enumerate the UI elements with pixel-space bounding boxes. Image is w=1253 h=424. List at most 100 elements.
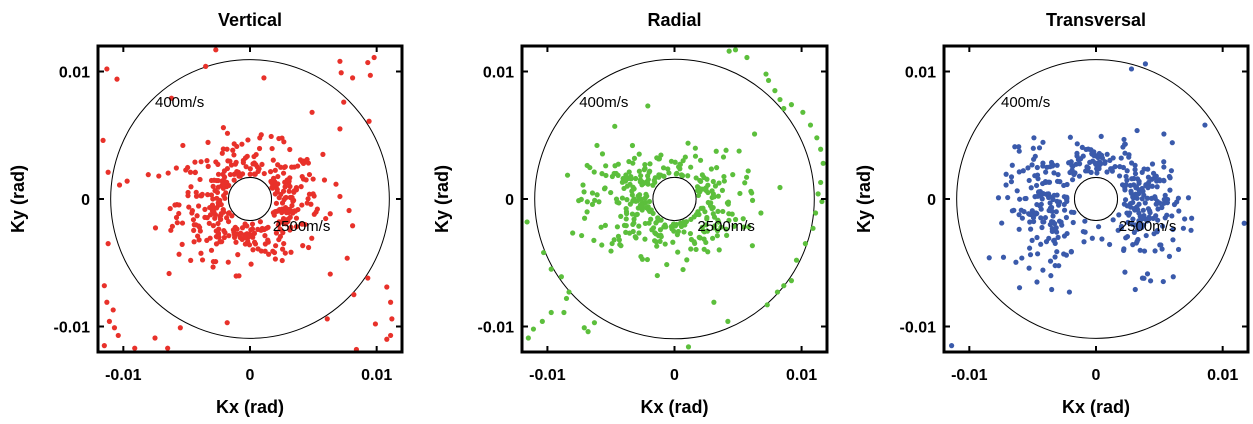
data-point [1043,170,1048,175]
data-point [1010,163,1015,168]
data-point [1040,163,1045,168]
data-point [1036,190,1041,195]
data-point [684,257,689,262]
data-point [1043,180,1048,185]
data-point [1133,287,1138,292]
data-point [1001,255,1006,260]
data-point [279,210,284,215]
data-point [305,196,310,201]
data-point [1078,156,1083,161]
data-point [617,237,622,242]
data-point [365,60,370,65]
data-point [594,143,599,148]
data-point [325,316,330,321]
data-point [582,216,587,221]
data-point [100,138,105,143]
data-point [1122,187,1127,192]
data-point [1150,161,1155,166]
data-point [111,307,116,312]
data-point [693,247,698,252]
data-point [1152,248,1157,253]
data-point [616,162,621,167]
data-point [585,163,590,168]
data-point [195,213,200,218]
data-point [737,148,742,153]
data-point [289,196,294,201]
data-point [1003,182,1008,187]
data-point [1108,166,1113,171]
y-tick-label: -0.01 [900,320,937,337]
data-point [1167,174,1172,179]
data-point [559,274,564,279]
data-point [261,75,266,80]
data-point [564,296,569,301]
data-point [1121,246,1126,251]
data-point [579,233,584,238]
data-point [1150,184,1155,189]
data-point [1167,254,1172,259]
data-point [711,211,716,216]
data-point [1149,177,1154,182]
data-point [299,202,304,207]
data-point [211,184,216,189]
data-point [275,162,280,167]
data-point [281,171,286,176]
data-point [623,172,628,177]
data-point [1031,135,1036,140]
data-point [208,212,213,217]
data-point [633,199,638,204]
data-point [280,200,285,205]
data-point [1202,122,1207,127]
data-point [632,156,637,161]
data-point [307,192,312,197]
data-point [987,255,992,260]
data-point [642,167,647,172]
y-tick-label: 0.01 [59,65,90,82]
data-point [645,257,650,262]
data-point [1081,229,1086,234]
data-point [676,164,681,169]
data-point [116,333,121,338]
data-point [1123,197,1128,202]
data-point [242,235,247,240]
data-point [320,152,325,157]
data-point [309,236,314,241]
data-point [600,151,605,156]
data-point [1009,174,1014,179]
data-point [192,160,197,165]
data-point [701,175,706,180]
data-point [1056,263,1061,268]
data-point [702,247,707,252]
y-axis-label: Ky (rad) [8,165,28,233]
data-point [205,192,210,197]
data-point [168,206,173,211]
data-point [1141,208,1146,213]
data-point [808,122,813,127]
data-point [250,247,255,252]
y-tick-label: 0.01 [905,65,936,82]
data-point [257,146,262,151]
data-point [1155,206,1160,211]
y-tick-label: 0 [505,192,514,209]
data-point [549,267,554,272]
data-point [692,241,697,246]
data-point [221,182,226,187]
data-point [1040,140,1045,145]
data-point [193,170,198,175]
data-point [685,141,690,146]
data-point [283,195,288,200]
panel-vertical: Vertical400m/s2500m/s-0.01 0 0.010.010-0.0… [8,10,402,417]
data-point [781,106,786,111]
data-point [949,343,954,348]
data-point [669,159,674,164]
data-point [603,173,608,178]
data-point [197,177,202,182]
data-point [351,292,356,297]
data-point [212,178,217,183]
inner-circle [1074,177,1117,220]
chart-title: Transversal [1046,10,1146,30]
data-point [188,184,193,189]
data-point [714,165,719,170]
data-point [299,184,304,189]
data-point [608,248,613,253]
